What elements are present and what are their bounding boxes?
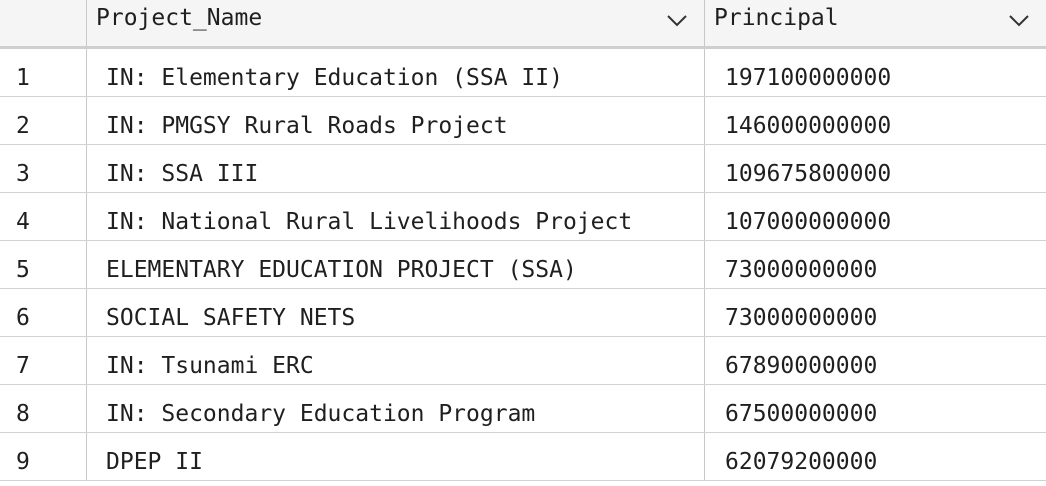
chevron-down-icon[interactable] xyxy=(666,11,688,29)
row-index-cell: 1 xyxy=(0,49,87,96)
table-row[interactable]: 6 SOCIAL SAFETY NETS 73000000000 xyxy=(0,289,1046,337)
row-index-header xyxy=(0,0,87,46)
row-index-cell: 9 xyxy=(0,433,87,480)
column-header-label: Project_Name xyxy=(96,5,263,31)
row-index-cell: 5 xyxy=(0,241,87,288)
table-row[interactable]: 1 IN: Elementary Education (SSA II) 1971… xyxy=(0,49,1046,97)
principal-cell[interactable]: 197100000000 xyxy=(725,65,892,91)
project-name-cell[interactable]: IN: Secondary Education Program xyxy=(87,385,705,432)
principal-cell[interactable]: 67890000000 xyxy=(725,353,878,379)
project-name-cell[interactable]: IN: SSA III xyxy=(87,145,705,192)
principal-cell[interactable]: 107000000000 xyxy=(725,209,892,235)
column-header-label: Principal xyxy=(714,5,839,31)
project-name-cell[interactable]: SOCIAL SAFETY NETS xyxy=(87,289,705,336)
grid-body: 1 IN: Elementary Education (SSA II) 1971… xyxy=(0,49,1046,481)
table-row[interactable]: 7 IN: Tsunami ERC 67890000000 xyxy=(0,337,1046,385)
principal-cell[interactable]: 73000000000 xyxy=(725,305,878,331)
project-name-cell[interactable]: IN: Elementary Education (SSA II) xyxy=(87,49,705,96)
row-index-cell: 3 xyxy=(0,145,87,192)
table-row[interactable]: 2 IN: PMGSY Rural Roads Project 14600000… xyxy=(0,97,1046,145)
row-index-cell: 8 xyxy=(0,385,87,432)
chevron-down-icon[interactable] xyxy=(1008,11,1030,29)
project-name-cell[interactable]: IN: PMGSY Rural Roads Project xyxy=(87,97,705,144)
table-row[interactable]: 3 IN: SSA III 109675800000 xyxy=(0,145,1046,193)
grid-header: Project_Name Principal xyxy=(0,0,1046,49)
row-index-cell: 4 xyxy=(0,193,87,240)
principal-cell[interactable]: 67500000000 xyxy=(725,401,878,427)
table-row[interactable]: 9 DPEP II 62079200000 xyxy=(0,433,1046,481)
table-row[interactable]: 8 IN: Secondary Education Program 675000… xyxy=(0,385,1046,433)
project-name-cell[interactable]: ELEMENTARY EDUCATION PROJECT (SSA) xyxy=(87,241,705,288)
project-name-cell[interactable]: DPEP II xyxy=(87,433,705,480)
column-header-principal[interactable]: Principal xyxy=(705,0,1046,46)
column-header-project-name[interactable]: Project_Name xyxy=(87,0,705,46)
table-row[interactable]: 4 IN: National Rural Livelihoods Project… xyxy=(0,193,1046,241)
project-name-cell[interactable]: IN: National Rural Livelihoods Project xyxy=(87,193,705,240)
table-row[interactable]: 5 ELEMENTARY EDUCATION PROJECT (SSA) 730… xyxy=(0,241,1046,289)
principal-cell[interactable]: 146000000000 xyxy=(725,113,892,139)
row-index-cell: 7 xyxy=(0,337,87,384)
row-index-cell: 2 xyxy=(0,97,87,144)
principal-cell[interactable]: 62079200000 xyxy=(725,449,878,475)
principal-cell[interactable]: 73000000000 xyxy=(725,257,878,283)
principal-cell[interactable]: 109675800000 xyxy=(725,161,892,187)
row-index-cell: 6 xyxy=(0,289,87,336)
project-name-cell[interactable]: IN: Tsunami ERC xyxy=(87,337,705,384)
